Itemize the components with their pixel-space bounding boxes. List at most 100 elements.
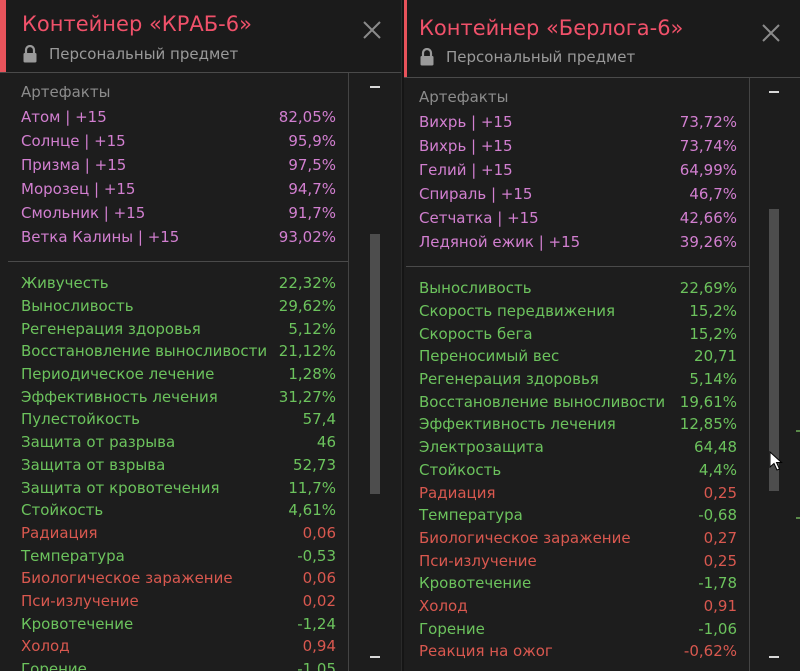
artifacts-section: Артефакты Вихрь | +15 73,72% Вихрь | +15 73… bbox=[406, 78, 749, 267]
stat-value: 0,06 bbox=[302, 569, 336, 588]
stat-value: 46 bbox=[316, 433, 336, 452]
artifact-name: Атом | +15 bbox=[21, 108, 107, 126]
lock-icon bbox=[23, 45, 37, 63]
artifact-name: Ледяной ежик | +15 bbox=[419, 233, 581, 251]
container-panel-berloga: Контейнер «Берлога-6» Персональный предм… bbox=[404, 0, 800, 671]
stat-name: Регенерация здоровья bbox=[419, 370, 599, 389]
artifacts-list: Вихрь | +15 73,72% Вихрь | +15 73,74% Гелий … bbox=[406, 110, 749, 254]
stat-name: Кровотечение bbox=[419, 574, 532, 593]
stat-value: 29,62% bbox=[278, 297, 336, 316]
artifact-value: 73,74% bbox=[679, 137, 737, 155]
stat-value: 4,61% bbox=[288, 501, 336, 520]
stat-row: Защита от разрыва 46 bbox=[8, 431, 348, 454]
stat-value: -1,06 bbox=[698, 619, 737, 638]
stat-row: Скорость бега 15,2% bbox=[406, 322, 749, 345]
panel-title: Контейнер «КРАБ-6» bbox=[22, 12, 252, 36]
artifact-value: 94,7% bbox=[288, 180, 336, 198]
artifact-row[interactable]: Гелий | +15 64,99% bbox=[406, 158, 749, 182]
stat-value: 31,27% bbox=[278, 387, 336, 406]
artifact-name: Спираль | +15 bbox=[419, 185, 533, 203]
stat-value: 5,14% bbox=[689, 370, 737, 389]
scrollbar[interactable] bbox=[766, 78, 782, 671]
stat-row: Стойкость 4,61% bbox=[8, 499, 348, 522]
stat-name: Электрозащита bbox=[419, 438, 544, 457]
container-panel-krab: Контейнер «КРАБ-6» Персональный предмет … bbox=[0, 0, 402, 671]
artifact-row[interactable]: Сетчатка | +15 42,66% bbox=[406, 206, 749, 230]
stat-name: Выносливость bbox=[21, 297, 134, 316]
artifact-row[interactable]: Вихрь | +15 73,74% bbox=[406, 134, 749, 158]
artifact-value: 93,02% bbox=[278, 228, 336, 246]
scroll-area[interactable]: Артефакты Вихрь | +15 73,72% Вихрь | +15 73… bbox=[404, 78, 800, 671]
stat-row: Пси-излучение 0,02 bbox=[8, 590, 348, 613]
artifact-row[interactable]: Призма | +15 97,5% bbox=[8, 153, 348, 177]
stat-value: 0,27 bbox=[703, 528, 737, 547]
stat-value: 5,12% bbox=[288, 319, 336, 338]
stat-name: Кровотечение bbox=[21, 614, 134, 633]
artifacts-title: Артефакты bbox=[419, 88, 509, 106]
artifact-row[interactable]: Ветка Калины | +15 93,02% bbox=[8, 225, 348, 249]
stat-row: Реакция на ожог -0,62% bbox=[406, 640, 749, 663]
stat-row: Горение -1,06 bbox=[406, 617, 749, 640]
stat-row: Регенерация здоровья 5,12% bbox=[8, 317, 348, 340]
stat-name: Биологическое заражение bbox=[21, 569, 233, 588]
stat-name: Радиация bbox=[21, 523, 98, 542]
edge-marker bbox=[796, 517, 800, 519]
stat-value: 0,25 bbox=[703, 483, 737, 502]
artifact-row[interactable]: Вихрь | +15 73,72% bbox=[406, 110, 749, 134]
stat-name: Холод bbox=[419, 596, 468, 615]
artifact-row[interactable]: Спираль | +15 46,7% bbox=[406, 182, 749, 206]
artifact-name: Сетчатка | +15 bbox=[419, 209, 539, 227]
scroll-up-marker[interactable] bbox=[370, 86, 380, 88]
artifact-value: 91,7% bbox=[288, 204, 336, 222]
artifact-row[interactable]: Морозец | +15 94,7% bbox=[8, 177, 348, 201]
scroll-down-marker[interactable] bbox=[370, 656, 380, 658]
scrollbar[interactable] bbox=[367, 73, 383, 671]
accent-bar bbox=[404, 0, 407, 77]
stat-value: 0,25 bbox=[703, 551, 737, 570]
artifact-row[interactable]: Солнце | +15 95,9% bbox=[8, 129, 348, 153]
stat-value: 22,32% bbox=[278, 274, 336, 293]
stat-value: -0,68 bbox=[698, 506, 737, 525]
artifact-row[interactable]: Смольник | +15 91,7% bbox=[8, 201, 348, 225]
panel-title: Контейнер «Берлога-6» bbox=[419, 16, 684, 40]
stat-name: Радиация bbox=[419, 483, 496, 502]
stats-section: Живучесть 22,32% Выносливость 29,62% Регенер… bbox=[8, 262, 348, 671]
stat-row: Электрозащита 64,48 bbox=[406, 436, 749, 459]
stat-name: Скорость бега bbox=[419, 324, 533, 343]
stat-name: Скорость передвижения bbox=[419, 302, 616, 321]
stat-name: Восстановление выносливости bbox=[419, 392, 666, 411]
artifact-row[interactable]: Атом | +15 82,05% bbox=[8, 105, 348, 129]
stat-value: 4,4% bbox=[698, 460, 737, 479]
stat-name: Защита от взрыва bbox=[21, 455, 166, 474]
scroll-up-marker[interactable] bbox=[769, 91, 779, 93]
stats-section: Выносливость 22,69% Скорость передвижения 1… bbox=[406, 267, 749, 663]
stat-name: Выносливость bbox=[419, 279, 532, 298]
scroll-area[interactable]: Артефакты Атом | +15 82,05% Солнце | +15 95… bbox=[0, 73, 401, 671]
artifact-name: Ветка Калины | +15 bbox=[21, 228, 180, 246]
close-icon[interactable] bbox=[760, 22, 782, 44]
artifact-value: 46,7% bbox=[689, 185, 737, 203]
stat-row: Защита от взрыва 52,73 bbox=[8, 454, 348, 477]
stat-name: Эффективность лечения bbox=[419, 415, 616, 434]
stat-row: Стойкость 4,4% bbox=[406, 459, 749, 482]
stat-row: Выносливость 22,69% bbox=[406, 277, 749, 300]
artifact-row[interactable]: Ледяной ежик | +15 39,26% bbox=[406, 230, 749, 254]
mouse-cursor-icon bbox=[769, 451, 783, 471]
stat-row: Пси-излучение 0,25 bbox=[406, 549, 749, 572]
stat-name: Пулестойкость bbox=[21, 410, 140, 429]
stat-row: Радиация 0,25 bbox=[406, 481, 749, 504]
scrollbar-thumb[interactable] bbox=[370, 234, 380, 494]
stat-name: Реакция на ожог bbox=[419, 642, 553, 661]
artifact-name: Гелий | +15 bbox=[419, 161, 513, 179]
stat-value: 11,7% bbox=[288, 478, 336, 497]
scroll-down-marker[interactable] bbox=[769, 656, 779, 658]
stat-value: 64,48 bbox=[694, 438, 737, 457]
artifact-value: 97,5% bbox=[288, 156, 336, 174]
close-icon[interactable] bbox=[361, 19, 383, 41]
artifact-value: 42,66% bbox=[679, 209, 737, 227]
stat-value: 1,28% bbox=[288, 365, 336, 384]
scrollbar-thumb[interactable] bbox=[769, 209, 779, 491]
panel-header: Контейнер «КРАБ-6» Персональный предмет bbox=[0, 0, 401, 73]
stat-row: Температура -0,53 bbox=[8, 544, 348, 567]
artifact-value: 39,26% bbox=[679, 233, 737, 251]
